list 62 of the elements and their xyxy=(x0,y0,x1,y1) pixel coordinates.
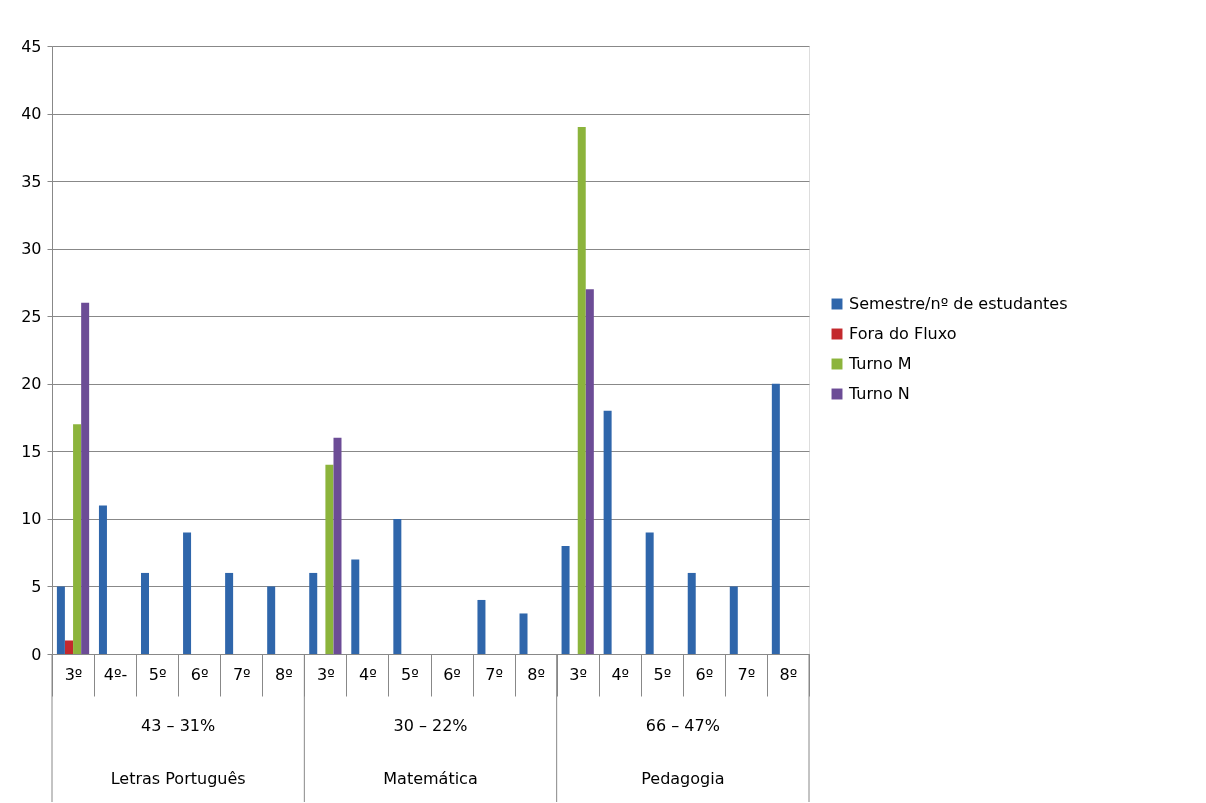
y-tick-label: 45 xyxy=(21,36,42,56)
bar xyxy=(519,613,528,654)
x-tick-label: 3º xyxy=(317,664,335,684)
x-tick-label: 3º xyxy=(64,664,83,684)
y-tick-label: 5 xyxy=(31,576,42,596)
bar xyxy=(64,640,73,654)
text: 66 – 47% xyxy=(645,716,720,735)
y-tick-label: 10 xyxy=(21,509,42,529)
legend-label: Fora do Fluxo xyxy=(849,324,957,343)
text: 30 – 22% xyxy=(393,716,468,735)
x-tick-label: 6º xyxy=(443,664,461,684)
y-tick-label: 15 xyxy=(21,441,42,461)
bar xyxy=(81,302,90,654)
legend-label: Turno M xyxy=(848,354,912,373)
y-tick-label: 0 xyxy=(31,644,42,664)
x-tick-label: 4º- xyxy=(103,664,128,684)
bar xyxy=(98,505,107,654)
bar xyxy=(73,424,82,654)
bar xyxy=(603,410,612,654)
bar xyxy=(393,518,402,654)
x-tick-label: 6º xyxy=(190,664,209,684)
x-tick-label: 5º xyxy=(653,664,672,684)
bar xyxy=(325,464,334,654)
x-tick-label: 3º xyxy=(569,664,588,684)
bar xyxy=(645,532,654,654)
bar xyxy=(577,127,586,654)
bar xyxy=(729,586,738,654)
text: Pedagogia xyxy=(641,769,725,788)
legend-label: Turno N xyxy=(848,384,910,403)
legend-label: Semestre/nº de estudantes xyxy=(849,294,1068,313)
x-tick-label: 8º xyxy=(779,664,798,684)
text: 43 – 31% xyxy=(141,716,216,735)
x-tick-label: 4º xyxy=(359,664,377,684)
bar xyxy=(561,545,570,654)
x-tick-label: 5º xyxy=(148,664,167,684)
x-tick-label: 7º xyxy=(485,664,503,684)
y-tick-label: 25 xyxy=(21,306,42,326)
y-tick-label: 40 xyxy=(21,104,42,124)
bar xyxy=(309,572,318,654)
bar xyxy=(56,586,65,654)
y-tick-label: 20 xyxy=(21,374,42,394)
bar xyxy=(333,437,342,654)
bar xyxy=(477,599,486,654)
bar xyxy=(351,559,360,654)
x-tick-label: 7º xyxy=(737,664,756,684)
bar xyxy=(267,586,276,654)
x-tick-label: 8º xyxy=(527,664,545,684)
bar xyxy=(585,289,594,654)
bar xyxy=(183,532,192,654)
x-tick-label: 5º xyxy=(401,664,419,684)
y-tick-label: 30 xyxy=(21,239,42,259)
x-tick-label: 8º xyxy=(274,664,293,684)
text: Letras Português xyxy=(110,769,246,788)
bar xyxy=(771,383,780,654)
text: Matemática xyxy=(383,769,478,788)
x-tick-label: 7º xyxy=(232,664,251,684)
x-tick-label: 6º xyxy=(695,664,714,684)
bar xyxy=(225,572,234,654)
bar xyxy=(141,572,150,654)
x-tick-label: 4º xyxy=(611,664,630,684)
y-tick-label: 35 xyxy=(21,171,42,191)
bar xyxy=(687,572,696,654)
